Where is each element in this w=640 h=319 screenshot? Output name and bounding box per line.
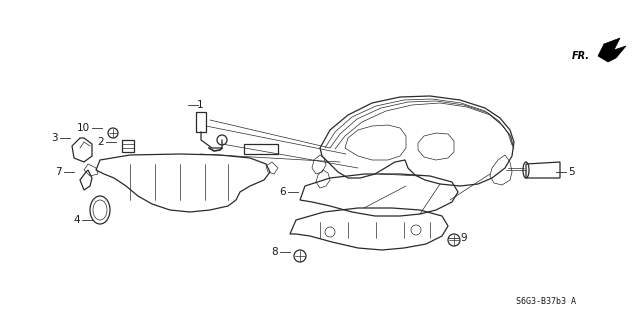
- Text: 4: 4: [74, 215, 80, 225]
- Text: 8: 8: [271, 247, 278, 257]
- Text: 9: 9: [460, 233, 467, 243]
- Text: 7: 7: [56, 167, 62, 177]
- Polygon shape: [598, 38, 626, 62]
- Text: 1: 1: [196, 100, 204, 110]
- Text: 6: 6: [280, 187, 286, 197]
- Text: 3: 3: [51, 133, 58, 143]
- Text: 2: 2: [97, 137, 104, 147]
- Text: FR.: FR.: [572, 51, 590, 61]
- Text: S6G3-B37b3 A: S6G3-B37b3 A: [516, 297, 576, 306]
- Text: 5: 5: [568, 167, 575, 177]
- Text: 10: 10: [77, 123, 90, 133]
